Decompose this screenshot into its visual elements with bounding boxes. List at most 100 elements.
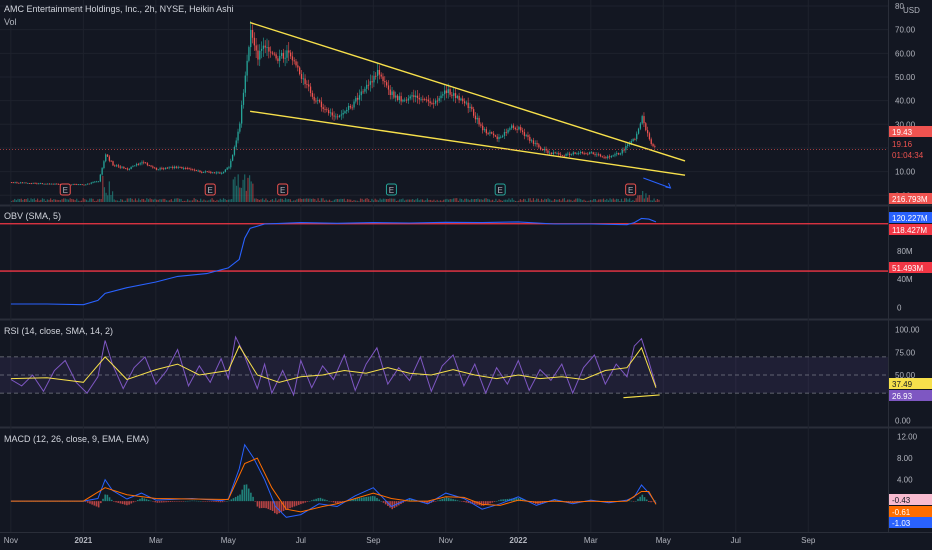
candle-body bbox=[366, 84, 368, 89]
volume-bar bbox=[278, 199, 280, 202]
rsi-tick-label: 50.00 bbox=[895, 371, 916, 380]
macd-histogram-bar bbox=[271, 501, 274, 511]
candle-body bbox=[583, 153, 585, 155]
candle-body bbox=[54, 183, 56, 185]
candle-body bbox=[422, 98, 424, 100]
macd-histogram-bar bbox=[156, 501, 159, 503]
candle-body bbox=[572, 152, 574, 155]
candle-body bbox=[317, 100, 319, 101]
candle-body bbox=[534, 143, 536, 144]
earnings-marker-text: E bbox=[498, 186, 503, 195]
volume-bar bbox=[191, 200, 194, 202]
volume-bar bbox=[602, 198, 605, 202]
macd-histogram-bar bbox=[652, 501, 655, 502]
candle-body bbox=[77, 184, 80, 186]
volume-bar bbox=[480, 199, 482, 202]
volume-bar bbox=[201, 200, 203, 202]
macd-histogram-bar bbox=[517, 497, 520, 502]
candle-body bbox=[636, 133, 638, 140]
candle-body bbox=[32, 182, 34, 184]
candle-body bbox=[520, 127, 522, 131]
candle-body bbox=[280, 52, 283, 56]
macd-histogram-bar bbox=[302, 501, 304, 504]
candle-body bbox=[101, 168, 103, 175]
candle-body bbox=[511, 125, 513, 129]
obv-value-tag: 120.227M bbox=[892, 214, 928, 223]
volume-bar bbox=[363, 199, 365, 202]
candle-body bbox=[469, 106, 471, 109]
candle-body bbox=[195, 170, 198, 172]
last-price-tag: 19.43 bbox=[892, 128, 913, 137]
candle-body bbox=[128, 169, 130, 170]
candle-body bbox=[525, 135, 527, 136]
candle-body bbox=[491, 132, 493, 134]
volume-bar bbox=[87, 200, 89, 202]
candle-body bbox=[434, 100, 437, 104]
volume-bar bbox=[275, 198, 277, 202]
macd-histogram-bar bbox=[145, 499, 148, 502]
macd-histogram-bar bbox=[641, 494, 644, 502]
candle-body bbox=[543, 149, 545, 151]
candle-body bbox=[275, 54, 277, 59]
volume-bar bbox=[372, 200, 375, 202]
macd-histogram-bar bbox=[635, 500, 637, 502]
volume-bar bbox=[637, 195, 639, 202]
earnings-marker bbox=[277, 183, 289, 196]
macd-histogram-bar bbox=[650, 501, 652, 503]
volume-bar bbox=[420, 199, 422, 202]
macd-histogram-bar bbox=[219, 501, 222, 503]
volume-bar bbox=[377, 200, 380, 202]
volume-bar bbox=[211, 198, 213, 202]
volume-bar bbox=[531, 200, 533, 202]
macd-histogram-bar bbox=[515, 498, 518, 502]
candle-body bbox=[14, 182, 16, 184]
candle-body bbox=[371, 81, 373, 83]
volume-bar bbox=[164, 198, 166, 202]
macd-histogram-bar bbox=[456, 500, 459, 502]
candle-body bbox=[134, 165, 136, 167]
volume-bar bbox=[288, 198, 290, 202]
candle-body bbox=[161, 168, 163, 169]
candle-body bbox=[342, 112, 344, 115]
candle-body bbox=[462, 98, 464, 102]
macd-histogram-bar bbox=[258, 501, 261, 509]
volume-bar bbox=[498, 199, 500, 202]
candle-body bbox=[529, 136, 531, 141]
volume-bar bbox=[36, 198, 39, 202]
macd-histogram-bar bbox=[513, 498, 515, 502]
volume-bar bbox=[156, 199, 158, 202]
candle-body bbox=[72, 184, 74, 186]
macd-histogram-bar bbox=[371, 495, 374, 502]
candle-body bbox=[550, 152, 553, 155]
volume-bar bbox=[110, 194, 112, 202]
candle-body bbox=[121, 166, 123, 168]
macd-histogram-bar bbox=[382, 501, 385, 503]
macd-histogram-bar bbox=[354, 498, 357, 502]
volume-bar bbox=[653, 198, 655, 202]
volume-bar bbox=[258, 199, 260, 202]
volume-bar bbox=[506, 199, 508, 202]
macd-histogram-bar bbox=[319, 497, 322, 502]
candle-body bbox=[425, 99, 428, 101]
candle-body bbox=[398, 96, 400, 100]
candle-body bbox=[277, 58, 279, 62]
volume-bar bbox=[343, 198, 345, 202]
volume-bar bbox=[624, 198, 626, 202]
candle-body bbox=[179, 166, 181, 168]
candle-body bbox=[643, 116, 645, 124]
volume-bar bbox=[335, 198, 337, 202]
macd-histogram-bar bbox=[191, 500, 193, 502]
volume-bar bbox=[550, 200, 552, 202]
macd-histogram-bar bbox=[480, 501, 483, 506]
volume-bar bbox=[180, 198, 182, 202]
candle-body bbox=[137, 164, 140, 165]
candle-body bbox=[304, 78, 306, 85]
candle-body bbox=[516, 129, 518, 130]
macd-histogram-bar bbox=[452, 499, 454, 502]
candle-body bbox=[424, 99, 426, 100]
macd-histogram-bar bbox=[108, 497, 111, 502]
candle-body bbox=[148, 165, 150, 167]
volume-bar bbox=[157, 199, 159, 202]
macd-histogram-bar bbox=[300, 501, 302, 505]
